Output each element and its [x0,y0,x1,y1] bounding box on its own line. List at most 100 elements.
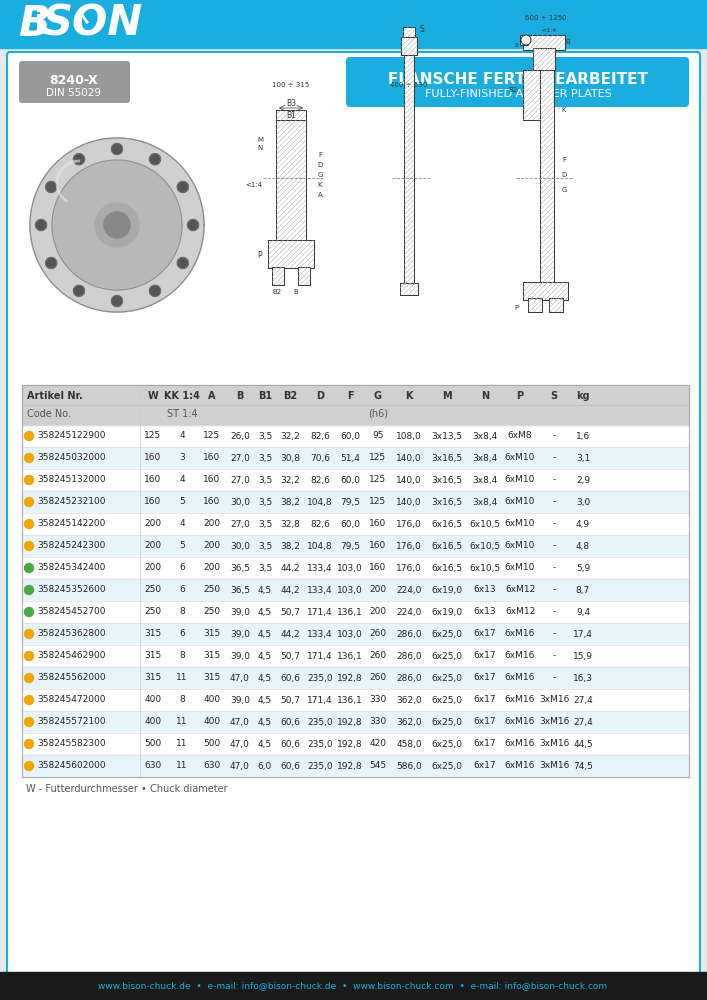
Text: N: N [481,391,489,401]
Bar [22,447,689,469]
Polygon shape [46,182,57,192]
Text: 8: 8 [179,652,185,660]
Text: 235,0: 235,0 [307,674,333,682]
Text: B: B [566,39,571,45]
Text: 6x17: 6x17 [474,674,496,682]
Bar [22,425,689,447]
Text: 5: 5 [179,542,185,550]
Text: 3xM16: 3xM16 [539,696,569,704]
Text: D: D [317,162,322,168]
Text: 51,4: 51,4 [340,454,360,462]
Polygon shape [187,220,199,230]
Text: 6x17: 6x17 [474,652,496,660]
Bar [404,55,414,285]
Text: 3x16,5: 3x16,5 [431,497,462,506]
Text: 36,5: 36,5 [230,564,250,572]
Text: B3: B3 [286,99,296,107]
Text: 11: 11 [176,762,188,770]
Text: i: i [34,7,47,41]
Text: 224,0: 224,0 [397,585,421,594]
Text: 39,0: 39,0 [230,607,250,616]
Bar [272,267,284,285]
Text: 8: 8 [179,607,185,616]
Text: ST 1:4: ST 1:4 [167,409,197,419]
Text: -: - [552,454,556,462]
Text: N: N [257,145,262,151]
Circle shape [25,542,33,550]
Text: 3,5: 3,5 [258,497,272,506]
Text: 315: 315 [204,630,221,639]
Bar [401,37,417,55]
Bar [276,120,306,240]
Text: KK 1:4: KK 1:4 [164,391,200,401]
Text: 36,5: 36,5 [230,585,250,594]
Circle shape [25,718,33,726]
Text: 171,4: 171,4 [307,607,333,616]
Text: 17,4: 17,4 [573,630,593,639]
Text: 6x17: 6x17 [474,740,496,748]
Text: 30,8: 30,8 [280,454,300,462]
Text: 3xM16: 3xM16 [539,740,569,748]
Text: 160: 160 [144,497,162,506]
Text: 27,0: 27,0 [230,476,250,485]
Text: 358245462900: 358245462900 [37,652,105,660]
Text: 3x8,4: 3x8,4 [472,432,498,440]
Text: 38,2: 38,2 [280,542,300,550]
Text: 6,0: 6,0 [258,762,272,770]
Text: kg: kg [576,391,590,401]
Text: -: - [552,630,556,639]
Text: 3x13,5: 3x13,5 [431,432,462,440]
Circle shape [25,740,33,748]
Text: 103,0: 103,0 [337,630,363,639]
Text: 250: 250 [144,607,162,616]
Text: 39,0: 39,0 [230,630,250,639]
Text: 6x17: 6x17 [474,718,496,726]
Text: 104,8: 104,8 [307,497,333,506]
Text: 6xM16: 6xM16 [505,630,535,639]
Text: F: F [562,157,566,163]
Text: -: - [552,432,556,440]
Text: 47,0: 47,0 [230,718,250,726]
Bar [22,385,689,425]
Text: 192,8: 192,8 [337,740,363,748]
Bar [523,70,540,120]
Text: 315: 315 [204,674,221,682]
Text: 545: 545 [370,762,387,770]
Text: M: M [442,391,452,401]
Polygon shape [35,220,47,230]
Polygon shape [30,138,204,312]
Text: 125: 125 [370,497,387,506]
Text: M: M [257,137,263,143]
Text: 362,0: 362,0 [396,718,422,726]
Text: 95: 95 [373,432,384,440]
Circle shape [25,696,33,704]
Text: 4,5: 4,5 [258,630,272,639]
Bar [540,70,554,285]
Text: 136,1: 136,1 [337,607,363,616]
Text: 60,6: 60,6 [280,762,300,770]
Text: 3,5: 3,5 [258,476,272,485]
Text: 82,6: 82,6 [310,432,330,440]
Text: 44,2: 44,2 [280,630,300,639]
Bar [523,282,568,300]
Text: 171,4: 171,4 [307,652,333,660]
Text: 4,9: 4,9 [576,520,590,528]
Text: 4: 4 [179,476,185,485]
Text: 6xM16: 6xM16 [505,652,535,660]
Bar [276,120,306,240]
Bar [401,37,417,55]
Bar [268,240,314,268]
Text: 6xM16: 6xM16 [505,674,535,682]
Circle shape [521,35,531,45]
Circle shape [25,520,33,528]
Text: 100 ÷ 315: 100 ÷ 315 [272,82,310,88]
Text: FLANSCHE FERTIGBEARBEITET: FLANSCHE FERTIGBEARBEITET [388,72,648,87]
Polygon shape [177,182,188,192]
Text: 160: 160 [204,476,221,485]
Text: 200: 200 [144,520,162,528]
Text: 3,1: 3,1 [576,454,590,462]
Bar [22,623,689,645]
Text: 50,7: 50,7 [280,696,300,704]
Text: 125: 125 [144,432,162,440]
Text: -: - [552,520,556,528]
